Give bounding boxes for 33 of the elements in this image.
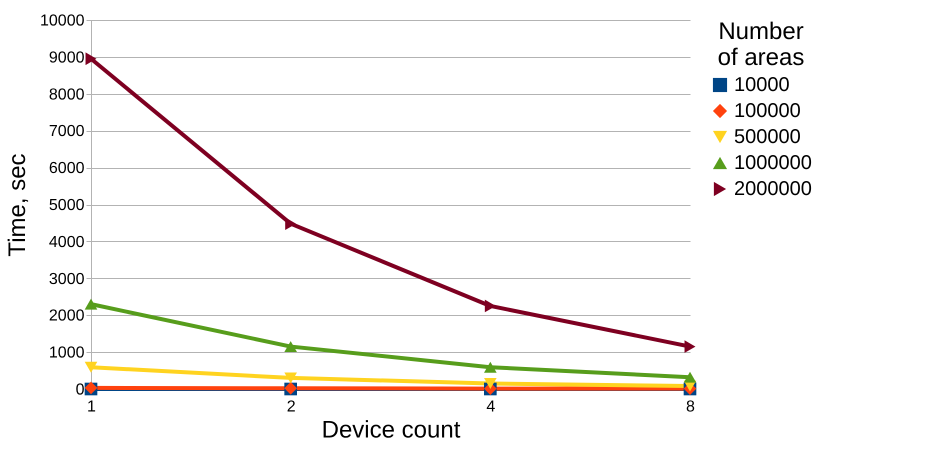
point [284, 341, 297, 352]
legend-label: 500000 [734, 126, 801, 148]
y-tick-label: 8000 [48, 86, 85, 104]
legend-label: 2000000 [734, 178, 812, 200]
y-tick-label: 2000 [48, 308, 85, 325]
point [84, 298, 98, 310]
y-tick-label: 5000 [48, 197, 85, 214]
x-tick-label: 4 [486, 398, 496, 416]
y-tick-label: 1000 [48, 344, 85, 362]
point [284, 372, 297, 384]
x-axis-title: Device count [322, 416, 461, 444]
y-tick-label: 4000 [48, 234, 85, 251]
y-tick-label: 10000 [40, 12, 85, 30]
legend-label: 1000000 [734, 152, 812, 174]
y-tick-label: 6000 [48, 160, 85, 178]
point [484, 378, 497, 389]
legend-title: Number of areas [718, 18, 804, 71]
point [285, 217, 296, 230]
point [84, 362, 98, 373]
y-tick-label: 3000 [48, 270, 85, 288]
y-tick-label: 9000 [48, 49, 85, 66]
point [684, 372, 696, 383]
point [484, 362, 497, 373]
x-tick-label: 2 [286, 398, 296, 416]
y-tick-label: 0 [76, 382, 85, 398]
x-tick-label: 8 [686, 398, 696, 416]
point [86, 52, 96, 66]
point [684, 340, 696, 353]
legend-label: 100000 [734, 100, 801, 122]
y-axis-title: Time, sec [4, 153, 32, 257]
legend-label: 10000 [734, 74, 790, 96]
x-tick-label: 1 [87, 398, 96, 416]
y-tick-label: 7000 [48, 123, 85, 140]
